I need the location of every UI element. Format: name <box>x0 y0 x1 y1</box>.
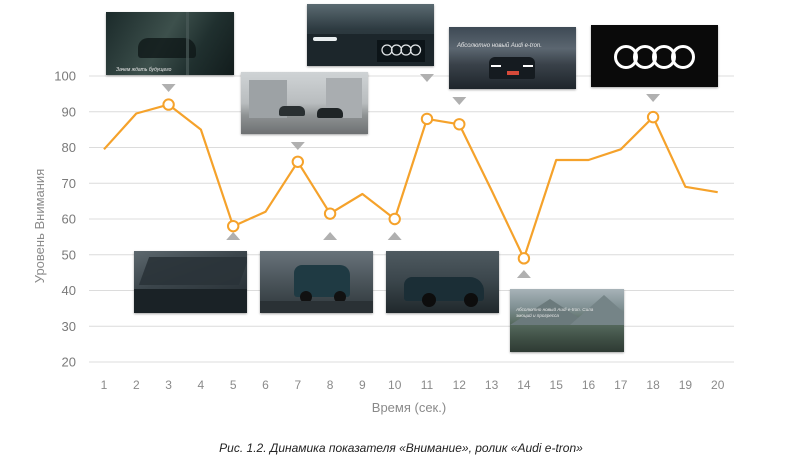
frame-14-text: Абсолютно новый Audi e-tron. Сила эмоций… <box>516 307 594 318</box>
frame-5 <box>134 251 247 313</box>
x-tick-label: 18 <box>646 378 660 392</box>
x-tick-labels: 1 2 3 4 5 6 7 8 9 10 11 12 13 14 15 16 17 18 19 20 <box>101 378 725 392</box>
pointer-arrow <box>420 74 434 82</box>
four-rings-logo-large <box>614 45 695 69</box>
frame-12-text: Абсолютно новый Audi e-tron. <box>457 43 542 49</box>
marker-point <box>227 219 240 233</box>
x-tick-label: 20 <box>711 378 725 392</box>
pointer-arrow <box>323 232 338 240</box>
frame-pointer-arrows <box>161 74 661 278</box>
frame-11-headlights <box>307 4 434 66</box>
pointer-arrow <box>161 84 176 92</box>
pointer-arrow <box>646 94 661 102</box>
x-tick-label: 12 <box>453 378 467 392</box>
x-tick-label: 16 <box>582 378 596 392</box>
marker-point <box>453 118 466 131</box>
y-tick-label: 50 <box>62 247 76 262</box>
frame-14: Абсолютно новый Audi e-tron. Сила эмоций… <box>510 289 624 352</box>
x-tick-label: 5 <box>230 378 237 392</box>
y-tick-label: 70 <box>62 176 76 191</box>
x-tick-label: 4 <box>198 378 205 392</box>
x-tick-label: 17 <box>614 378 628 392</box>
marker-point <box>291 155 304 169</box>
y-tick-label: 20 <box>62 355 76 370</box>
frame-3-text: Зачем ждать будущего <box>116 67 172 73</box>
figure-caption: Рис. 1.2. Динамика показателя «Внимание»… <box>219 441 583 455</box>
x-tick-label: 13 <box>485 378 499 392</box>
x-tick-label: 8 <box>327 378 334 392</box>
y-tick-label: 40 <box>62 283 76 298</box>
frame-8 <box>260 251 373 313</box>
x-tick-label: 3 <box>165 378 172 392</box>
marker-point <box>388 212 401 226</box>
x-tick-label: 1 <box>101 378 108 392</box>
x-tick-label: 11 <box>421 378 434 392</box>
marker-point <box>323 207 337 220</box>
x-tick-label: 9 <box>359 378 366 392</box>
marker-point <box>420 112 434 126</box>
x-tick-label: 7 <box>294 378 301 392</box>
marker-point <box>162 98 175 111</box>
frame-12: Абсолютно новый Audi e-tron. <box>449 27 576 89</box>
y-tick-label: 30 <box>62 319 76 334</box>
y-tick-label: 60 <box>62 212 76 227</box>
pointer-arrow <box>226 232 241 240</box>
x-tick-label: 10 <box>388 378 402 392</box>
x-tick-label: 15 <box>550 378 564 392</box>
y-tick-label: 80 <box>62 140 76 155</box>
pointer-arrow <box>516 270 531 278</box>
marker-point <box>646 110 660 124</box>
pointer-arrow <box>290 142 305 150</box>
x-tick-label: 19 <box>679 378 693 392</box>
marker-point <box>517 252 531 265</box>
highlight-markers <box>162 98 660 265</box>
x-tick-label: 2 <box>133 378 140 392</box>
x-tick-label: 6 <box>262 378 269 392</box>
y-tick-label: 90 <box>62 104 76 119</box>
frame-10 <box>386 251 499 313</box>
pointer-arrow <box>452 97 467 105</box>
four-rings-logo <box>381 44 422 56</box>
frame-7 <box>241 72 368 134</box>
x-axis-title: Время (сек.) <box>372 400 446 415</box>
x-tick-label: 14 <box>517 378 531 392</box>
y-axis-title: Уровень Внимания <box>32 169 47 283</box>
pointer-arrow <box>387 232 402 240</box>
frame-3: Зачем ждать будущего <box>106 12 234 75</box>
y-tick-labels: 20 30 40 50 60 70 80 90 100 <box>54 69 76 370</box>
attention-series-line <box>103 103 718 260</box>
frame-18-logo <box>591 25 718 87</box>
y-tick-label: 100 <box>54 69 76 84</box>
